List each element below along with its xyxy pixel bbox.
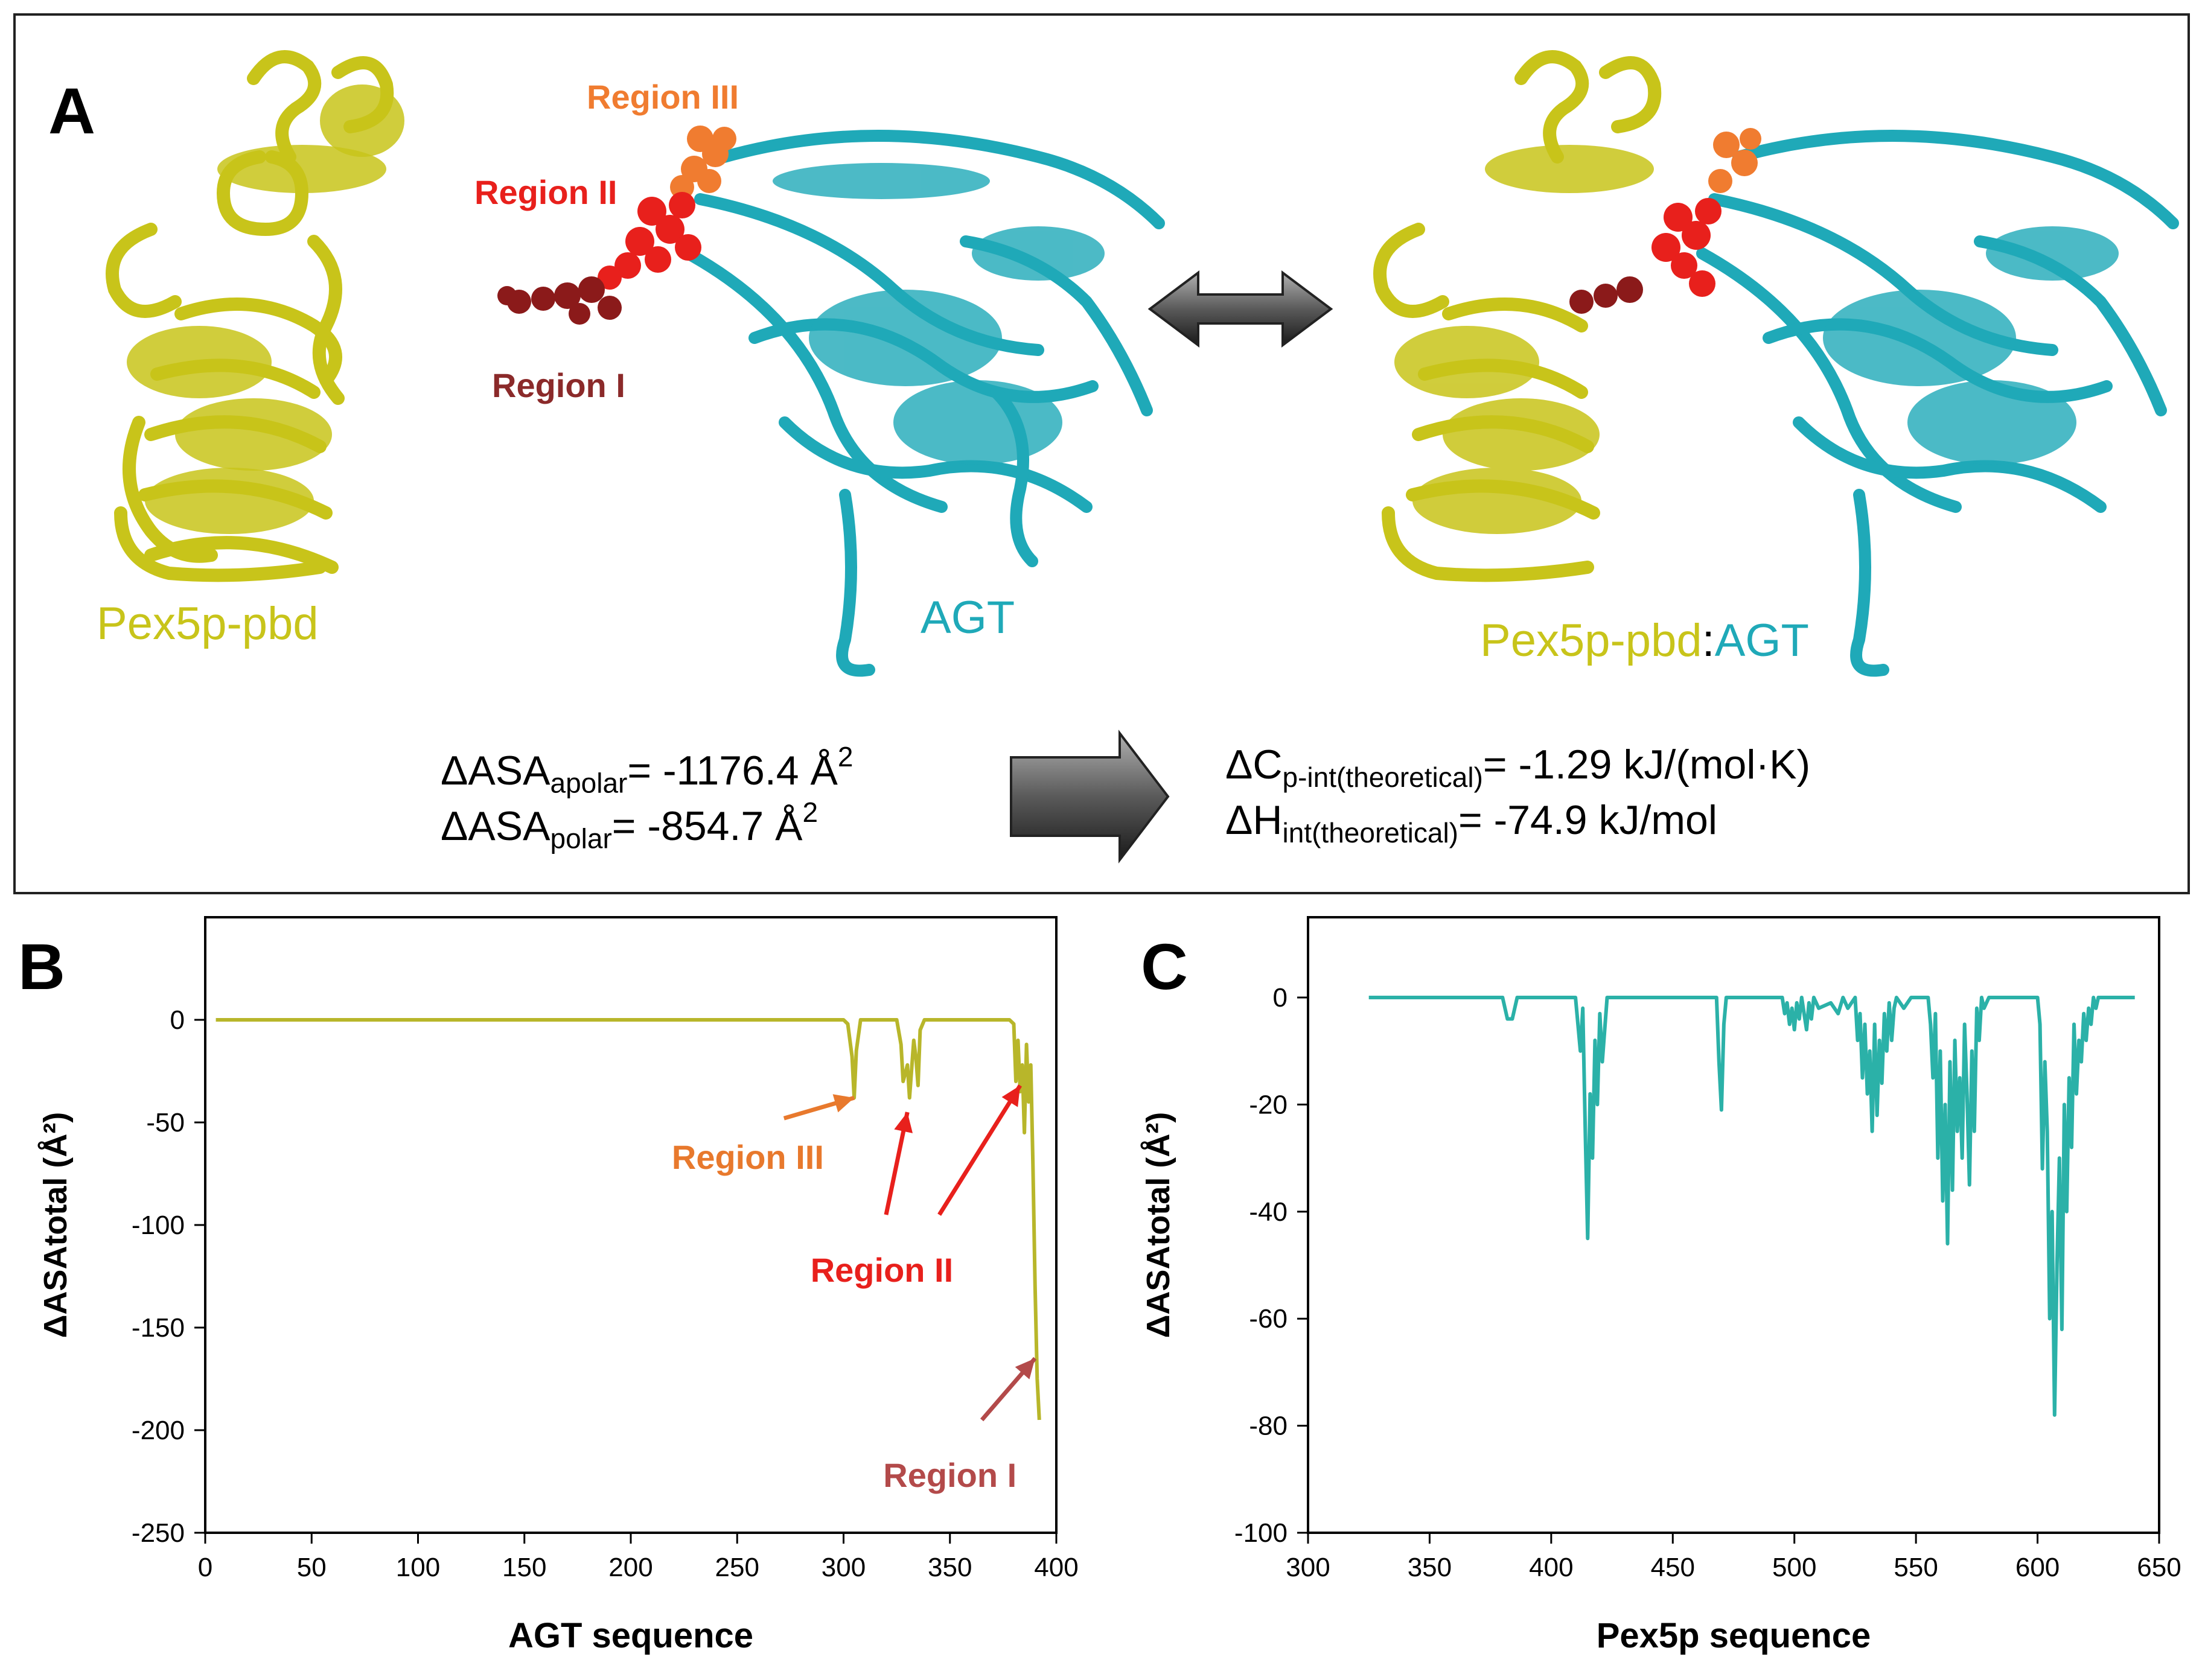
y-tick-label: -200 <box>132 1416 185 1445</box>
x-tick-label: 0 <box>198 1553 212 1582</box>
pex5p-label: Pex5p-pbd <box>97 598 319 649</box>
x-tick-label: 350 <box>1408 1553 1452 1582</box>
region2-spheres <box>598 192 701 290</box>
x-tick-label: 250 <box>715 1553 759 1582</box>
agt-label: AGT <box>921 592 1015 643</box>
right-arrow-icon <box>1010 730 1170 864</box>
complex-region1-spheres <box>1569 276 1643 314</box>
y-tick-label: -100 <box>1234 1518 1288 1548</box>
x-tick-label: 500 <box>1772 1553 1816 1582</box>
annotation-label: Region II <box>811 1251 953 1289</box>
y-tick-label: -50 <box>146 1108 185 1138</box>
formula-asa-apolar-sub: apolar <box>550 767 628 799</box>
series-line <box>215 1018 1041 1421</box>
panel-b-letter: B <box>18 930 65 1003</box>
complex-label-pex5p: Pex5p-pbd <box>1480 615 1702 666</box>
panel-a-structures <box>106 50 2179 864</box>
formula-asa-polar-value: = -854.7 Å <box>611 803 803 849</box>
formula-asa-apolar-value: = -1176.4 Å <box>627 747 838 794</box>
formula-cp-value: = -1.29 kJ/(mol·K) <box>1482 742 1811 788</box>
double-arrow-icon <box>1147 270 1333 348</box>
formula-cp: ΔCp-int(theoretical)= -1.29 kJ/(mol·K) <box>1225 741 1810 794</box>
agt-helices-middle <box>773 163 1105 465</box>
formula-dh-value: = -74.9 kJ/mol <box>1458 797 1717 843</box>
pex5p-helices-left <box>127 84 404 534</box>
y-tick-label: -20 <box>1249 1090 1288 1119</box>
y-axis-title: ΔASAtotal (Å²) <box>1140 1112 1176 1338</box>
y-tick-label: 0 <box>170 1005 185 1035</box>
y-tick-label: -80 <box>1249 1411 1288 1441</box>
complex-region2-spheres <box>1651 198 1722 297</box>
complex-pex5p-helices <box>1394 145 1654 534</box>
x-tick-label: 300 <box>1286 1553 1330 1582</box>
x-axis-title: AGT sequence <box>508 1616 753 1655</box>
x-axis-title: Pex5p sequence <box>1597 1616 1871 1655</box>
series-line <box>1368 996 2135 1417</box>
y-tick-label: -40 <box>1249 1197 1288 1227</box>
y-tick-label: -150 <box>132 1313 185 1343</box>
formula-asa-apolar: ΔASAapolar= -1176.4 Å2 <box>441 741 853 800</box>
y-axis-title: ΔASAtotal (Å²) <box>37 1112 74 1338</box>
annotation-label: Region I <box>883 1456 1016 1494</box>
x-tick-label: 300 <box>822 1553 866 1582</box>
formula-asa-polar-prefix: ΔASA <box>441 803 550 849</box>
plot-frame <box>1307 916 2160 1534</box>
x-tick-label: 400 <box>1529 1553 1573 1582</box>
formula-cp-sub: p-int(theoretical) <box>1282 761 1483 793</box>
annotation-arrowhead <box>894 1112 913 1133</box>
region3-label: Region III <box>587 78 739 116</box>
y-tick-label: 0 <box>1273 983 1288 1013</box>
plot-frame <box>204 916 1058 1534</box>
annotation-arrow <box>937 1084 1023 1216</box>
region1-spheres <box>497 276 622 325</box>
complex-label-colon: : <box>1702 615 1715 666</box>
x-tick-label: 150 <box>502 1553 546 1582</box>
panel-a-letter: A <box>48 74 95 147</box>
x-tick-label: 450 <box>1651 1553 1695 1582</box>
annotation-label: Region III <box>672 1138 824 1176</box>
annotation-arrowhead <box>1015 1358 1035 1379</box>
formula-dh-prefix: ΔH <box>1225 797 1283 843</box>
annotation-arrowhead <box>832 1094 855 1113</box>
chart-b: 0 50 100 150 200 250 300 350 400 0 -50 -100 -150 -200… <box>37 916 1079 1655</box>
x-tick-label: 100 <box>396 1553 440 1582</box>
complex-label: Pex5p-pbd:AGT <box>1480 614 1809 667</box>
y-tick-label: -60 <box>1249 1304 1288 1334</box>
formula-dh: ΔHint(theoretical)= -74.9 kJ/mol <box>1225 797 1717 849</box>
x-tick-label: 400 <box>1034 1553 1078 1582</box>
formula-asa-polar: ΔASApolar= -854.7 Å2 <box>441 797 818 855</box>
complex-label-agt: AGT <box>1714 615 1809 666</box>
region3-spheres <box>670 126 736 199</box>
panel-c-letter: C <box>1141 930 1188 1003</box>
chart-c: 300 350 400 450 500 550 600 650 0 -20 -40 -60 -80 -10… <box>1140 916 2181 1655</box>
region2-label: Region II <box>474 173 617 211</box>
x-tick-label: 650 <box>2137 1553 2181 1582</box>
formula-asa-apolar-sup: 2 <box>837 741 854 772</box>
x-tick-label: 200 <box>608 1553 653 1582</box>
formula-asa-polar-sub: polar <box>550 822 612 854</box>
x-tick-label: 350 <box>928 1553 972 1582</box>
formula-cp-prefix: ΔC <box>1225 742 1283 788</box>
annotation-arrowhead <box>1001 1085 1021 1107</box>
x-tick-label: 600 <box>2015 1553 2060 1582</box>
formula-asa-polar-sup: 2 <box>802 797 818 828</box>
complex-agt-helices <box>1823 226 2119 465</box>
region1-label: Region I <box>492 366 625 404</box>
y-tick-label: -100 <box>132 1211 185 1240</box>
formula-dh-sub: int(theoretical) <box>1282 816 1458 848</box>
y-tick-label: -250 <box>132 1518 185 1548</box>
formula-asa-apolar-prefix: ΔASA <box>441 747 550 794</box>
x-tick-label: 50 <box>297 1553 327 1582</box>
complex-region3-spheres <box>1708 128 1761 193</box>
x-tick-label: 550 <box>1894 1553 1938 1582</box>
